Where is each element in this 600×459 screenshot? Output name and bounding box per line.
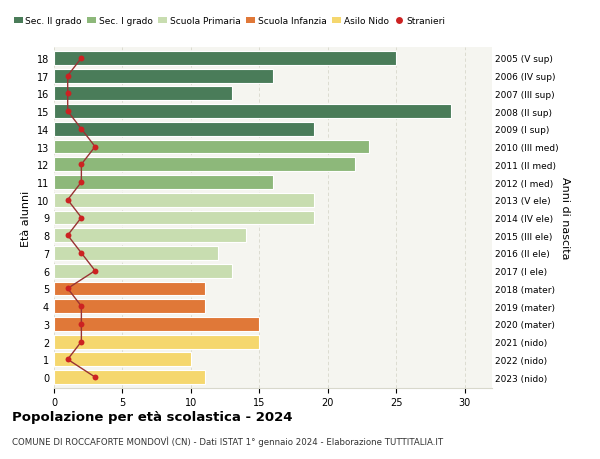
Bar: [54, 229, 245, 243]
Bar: [54, 264, 232, 278]
Bar: [54, 70, 273, 84]
Point: [90, 144, 100, 151]
Point: [77, 250, 86, 257]
Text: Popolazione per età scolastica - 2024: Popolazione per età scolastica - 2024: [12, 410, 293, 423]
Point: [77, 214, 86, 222]
Point: [77, 303, 86, 310]
Point: [63, 73, 73, 80]
Bar: [54, 87, 232, 101]
Point: [63, 356, 73, 363]
Legend: Sec. II grado, Sec. I grado, Scuola Primaria, Scuola Infanzia, Asilo Nido, Stran: Sec. II grado, Sec. I grado, Scuola Prim…: [10, 14, 448, 30]
Point: [77, 161, 86, 168]
Point: [63, 232, 73, 240]
Y-axis label: Anni di nascita: Anni di nascita: [560, 177, 569, 259]
Point: [90, 374, 100, 381]
Bar: [54, 193, 314, 207]
Point: [77, 55, 86, 62]
Y-axis label: Età alunni: Età alunni: [21, 190, 31, 246]
Bar: [54, 317, 259, 331]
Bar: [54, 211, 314, 225]
Bar: [54, 158, 355, 172]
Bar: [54, 176, 273, 190]
Bar: [54, 105, 451, 119]
Point: [77, 179, 86, 186]
Point: [63, 285, 73, 292]
Point: [63, 108, 73, 116]
Bar: [54, 282, 205, 296]
Bar: [54, 123, 314, 136]
Point: [90, 268, 100, 275]
Bar: [54, 370, 205, 384]
Bar: [54, 335, 259, 349]
Point: [77, 338, 86, 346]
Bar: [54, 246, 218, 260]
Bar: [54, 300, 205, 313]
Point: [63, 90, 73, 98]
Point: [77, 126, 86, 133]
Bar: [54, 353, 191, 366]
Point: [63, 196, 73, 204]
Text: COMUNE DI ROCCAFORTE MONDOVÌ (CN) - Dati ISTAT 1° gennaio 2024 - Elaborazione TU: COMUNE DI ROCCAFORTE MONDOVÌ (CN) - Dati…: [12, 436, 443, 446]
Point: [77, 320, 86, 328]
Bar: [54, 140, 369, 154]
Bar: [54, 52, 396, 66]
